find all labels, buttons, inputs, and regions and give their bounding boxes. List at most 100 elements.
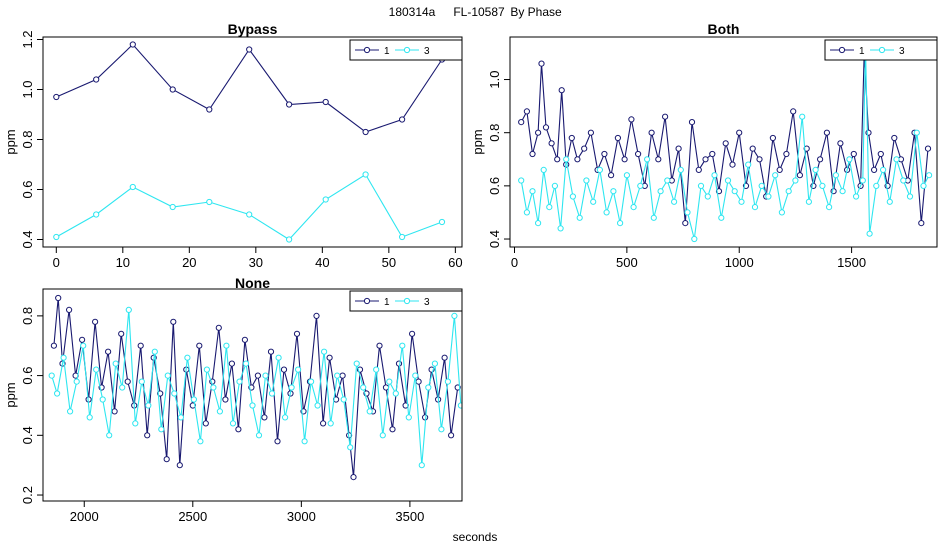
figure-title-unit: FL-10587	[453, 5, 505, 19]
data-point	[457, 402, 462, 409]
data-point	[846, 156, 853, 163]
data-point	[246, 46, 253, 53]
data-point	[926, 172, 933, 179]
data-point	[557, 225, 564, 232]
data-point	[451, 312, 458, 319]
x-tick-label: 30	[249, 255, 263, 270]
data-point	[535, 129, 542, 136]
data-point	[655, 156, 662, 163]
figure-title-id: 180314a	[389, 5, 436, 19]
data-point	[53, 233, 60, 241]
data-point	[261, 414, 268, 421]
data-point	[395, 360, 403, 367]
data-point	[112, 360, 119, 367]
data-point	[399, 116, 406, 123]
y-axis-label: ppm	[3, 129, 18, 154]
data-point	[697, 182, 705, 189]
data-point	[60, 354, 67, 361]
data-point	[523, 108, 531, 115]
y-tick-label: 0.2	[20, 486, 35, 504]
data-point	[637, 182, 644, 189]
data-point	[749, 145, 756, 152]
data-point	[803, 145, 810, 152]
data-point	[409, 330, 416, 337]
data-point	[274, 438, 281, 445]
data-point	[151, 348, 158, 355]
x-tick-label: 1500	[837, 255, 866, 270]
data-point	[286, 101, 293, 108]
plot-area	[518, 44, 933, 243]
data-point	[886, 198, 893, 205]
data-point	[293, 330, 301, 337]
legend-marker-3	[403, 46, 411, 54]
data-point	[518, 119, 525, 126]
data-point	[405, 414, 412, 421]
data-point	[340, 396, 347, 403]
data-point	[313, 312, 320, 319]
data-point	[826, 204, 833, 211]
data-point	[799, 113, 806, 120]
data-point	[587, 129, 595, 136]
data-point	[50, 342, 58, 349]
data-point	[327, 420, 334, 427]
data-point	[893, 156, 900, 163]
x-tick-label: 500	[616, 255, 638, 270]
data-point	[67, 408, 74, 415]
figure-title-group: By Phase	[510, 5, 562, 19]
data-point	[745, 161, 752, 168]
data-point	[590, 198, 597, 205]
data-point	[601, 150, 608, 158]
data-point	[295, 366, 302, 373]
data-point	[339, 372, 346, 379]
data-point	[548, 140, 555, 147]
data-point	[576, 214, 583, 221]
legend-label-3: 3	[899, 46, 905, 57]
data-point	[769, 134, 777, 142]
data-point	[724, 177, 732, 184]
data-point	[568, 134, 575, 142]
x-tick-label: 3000	[287, 509, 316, 524]
x-tick-label: 20	[182, 255, 196, 270]
data-point	[523, 209, 531, 216]
data-point	[326, 354, 333, 361]
data-point	[569, 193, 577, 200]
y-tick-label: 1.0	[487, 70, 502, 88]
data-point	[203, 366, 210, 373]
data-point	[48, 372, 55, 379]
data-point	[765, 193, 772, 200]
data-point	[222, 396, 229, 403]
data-point	[729, 161, 736, 168]
data-point	[751, 204, 759, 211]
data-point	[241, 336, 248, 343]
data-point	[877, 150, 884, 158]
data-point	[286, 236, 293, 243]
data-point	[614, 134, 622, 142]
legend-marker-3	[878, 46, 886, 54]
y-tick-label: 0.4	[20, 230, 35, 248]
data-point	[124, 378, 131, 385]
data-point	[832, 172, 840, 179]
data-point	[144, 432, 151, 439]
data-point	[675, 145, 682, 152]
panel-title: None	[235, 275, 270, 291]
data-point	[412, 372, 419, 379]
data-point	[362, 171, 369, 178]
data-point	[891, 134, 898, 142]
data-point	[630, 204, 637, 211]
data-point	[441, 354, 448, 361]
data-point	[664, 177, 671, 184]
data-point	[196, 342, 203, 349]
data-point	[235, 426, 242, 433]
data-point	[920, 182, 927, 189]
data-point	[242, 360, 250, 367]
data-point	[129, 41, 136, 48]
data-point	[756, 156, 763, 163]
data-point	[366, 408, 373, 415]
data-point	[314, 402, 321, 409]
data-point	[817, 156, 824, 163]
data-point	[438, 426, 445, 433]
data-point	[558, 87, 565, 94]
